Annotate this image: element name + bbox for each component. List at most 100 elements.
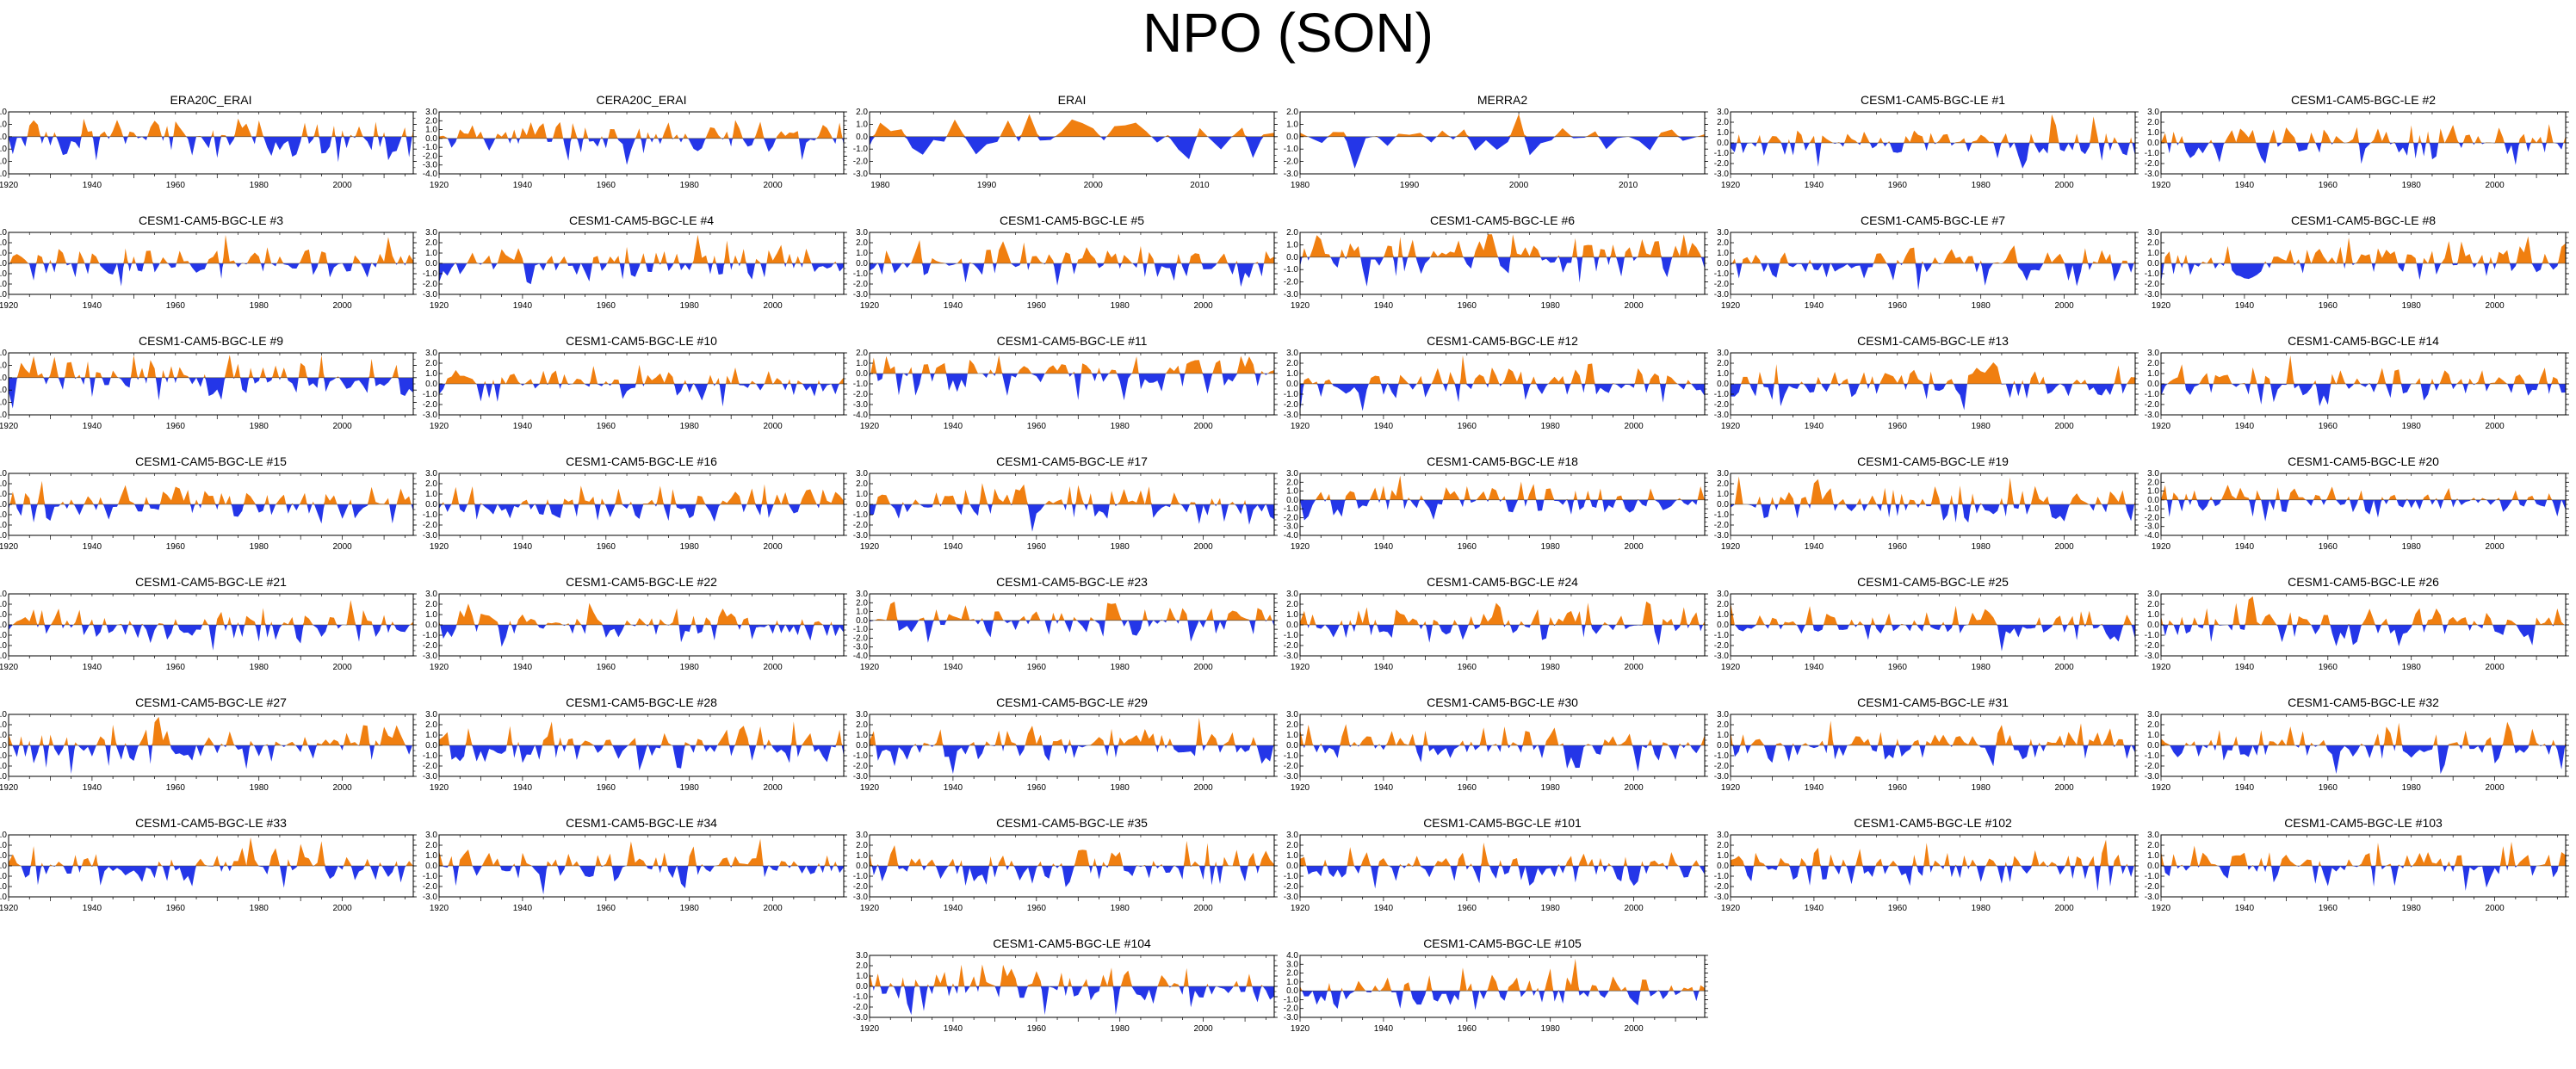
y-tick-label: 1.0 [856, 120, 868, 129]
x-tick-label: 1960 [1027, 301, 1047, 311]
x-tick-label: 2000 [1625, 542, 1644, 552]
y-tick-label: -2.0 [1714, 400, 1730, 410]
y-tick-label: 0.0 [425, 862, 437, 871]
x-tick-label: 1960 [597, 542, 616, 552]
y-tick-label: 3.0 [0, 590, 7, 599]
x-tick-label: 1980 [1111, 663, 1130, 672]
y-tick-label: -2.0 [1284, 400, 1299, 410]
y-tick-label: -2.0 [1284, 158, 1299, 167]
y-tick-label: -2.0 [2145, 762, 2160, 771]
y-tick-label: -3.0 [423, 290, 438, 300]
chart-panel: CESM1-CAM5-BGC-LE #4 3.0 2.0 1.0 0.0 -1.0 -2.0… [423, 213, 870, 313]
y-tick-label: -2.0 [853, 158, 869, 167]
y-tick-label: -2.0 [2145, 159, 2160, 169]
y-tick-label: 1.0 [1286, 731, 1298, 740]
x-tick-label: 1940 [83, 783, 102, 793]
y-tick-label: -3.0 [853, 290, 869, 300]
panel-title: ERAI [1057, 93, 1087, 107]
y-tick-label: -1.0 [423, 872, 438, 881]
negative-area [1731, 745, 2135, 767]
y-tick-label: 2.0 [2147, 720, 2159, 730]
x-tick-label: 1960 [1888, 663, 1908, 672]
panel-title: CESM1-CAM5-BGC-LE #16 [566, 454, 717, 468]
panel-title: CESM1-CAM5-BGC-LE #20 [2288, 454, 2439, 468]
y-tick-label: -3.0 [2145, 893, 2160, 902]
x-tick-label: 1980 [2402, 301, 2422, 311]
y-tick-label: 1.0 [1717, 128, 1729, 138]
y-tick-label: -3.0 [1284, 652, 1299, 661]
y-tick-label: 0.0 [2147, 139, 2159, 148]
x-tick-label: 1980 [1972, 181, 1991, 190]
plot-area: 2.0 1.0 0.0 -1.0 -2.0 -3.0 1920 1940 1960 1980 200… [0, 108, 417, 190]
y-tick-label: 2.0 [1286, 600, 1298, 609]
x-tick-label: 1920 [0, 422, 19, 431]
x-tick-label: 1940 [2235, 663, 2255, 672]
x-tick-label: 1960 [597, 783, 616, 793]
y-tick-label: 1.0 [1286, 851, 1298, 861]
x-tick-label: 2000 [2486, 422, 2505, 431]
y-tick-label: 1.0 [856, 359, 868, 368]
x-tick-label: 1920 [1721, 663, 1741, 672]
x-tick-label: 1940 [1805, 301, 1824, 311]
x-tick-label: 1980 [1111, 542, 1130, 552]
x-tick-label: 1960 [597, 422, 616, 431]
x-tick-label: 2000 [1084, 181, 1104, 190]
x-tick-label: 1980 [1541, 1024, 1561, 1034]
x-tick-label: 1980 [250, 181, 269, 190]
positive-area [1731, 602, 2135, 625]
y-tick-label: -3.0 [1284, 772, 1299, 782]
negative-area [9, 504, 413, 524]
y-tick-label: -3.0 [853, 170, 869, 179]
y-tick-label: 3.0 [1717, 831, 1729, 840]
positive-area [2161, 355, 2566, 384]
x-tick-label: 1980 [2402, 783, 2422, 793]
plot-area: 2.01.00.0-1.0-2.0-3.0-4.0 1920 1940 1960 198… [853, 349, 1278, 431]
x-tick-label: 1980 [2402, 542, 2422, 552]
x-tick-label: 2000 [764, 542, 783, 552]
negative-area [870, 374, 1274, 401]
positive-area [1300, 475, 1705, 500]
y-tick-label: 0.0 [1286, 253, 1298, 263]
y-tick-label: -1.0 [1284, 265, 1299, 275]
y-tick-label: -1.0 [1284, 872, 1299, 881]
y-tick-label: 1.0 [856, 608, 868, 617]
positive-area [439, 364, 844, 384]
chart-panel: CESM1-CAM5-BGC-LE #153.02.01.00.0-1.0-2.… [0, 454, 439, 554]
y-tick-label: -3.0 [853, 643, 869, 652]
x-tick-label: 1920 [1291, 904, 1310, 913]
y-tick-label: 2.0 [425, 479, 437, 489]
y-tick-label: -1.0 [1714, 390, 1730, 399]
y-tick-label: -2.0 [0, 399, 7, 408]
x-tick-label: 1960 [166, 181, 186, 190]
positive-area [870, 239, 1274, 263]
x-tick-label: 1940 [2235, 783, 2255, 793]
x-tick-label: 1920 [430, 181, 449, 190]
x-tick-label: 2000 [764, 783, 783, 793]
y-tick-label: -1.0 [0, 269, 7, 279]
chart-panel: CESM1-CAM5-BGC-LE #30 3.0 2.0 1.0 0.0 -1.0 -2.… [1284, 695, 1731, 795]
negative-area [1300, 745, 1705, 772]
y-tick-label: -1.0 [0, 872, 7, 881]
x-tick-label: 1920 [1291, 422, 1310, 431]
y-tick-label: -2.0 [0, 882, 7, 892]
negative-area [1731, 866, 2135, 892]
x-tick-label: 2000 [1194, 783, 1214, 793]
x-tick-label: 1960 [1458, 904, 1477, 913]
x-tick-label: 1960 [166, 542, 186, 552]
chart-panel: CESM1-CAM5-BGC-LE #104 3.0 2.0 1.0 0.0 -1.0 -2… [853, 936, 1300, 1036]
x-tick-label: 1920 [2152, 542, 2171, 552]
